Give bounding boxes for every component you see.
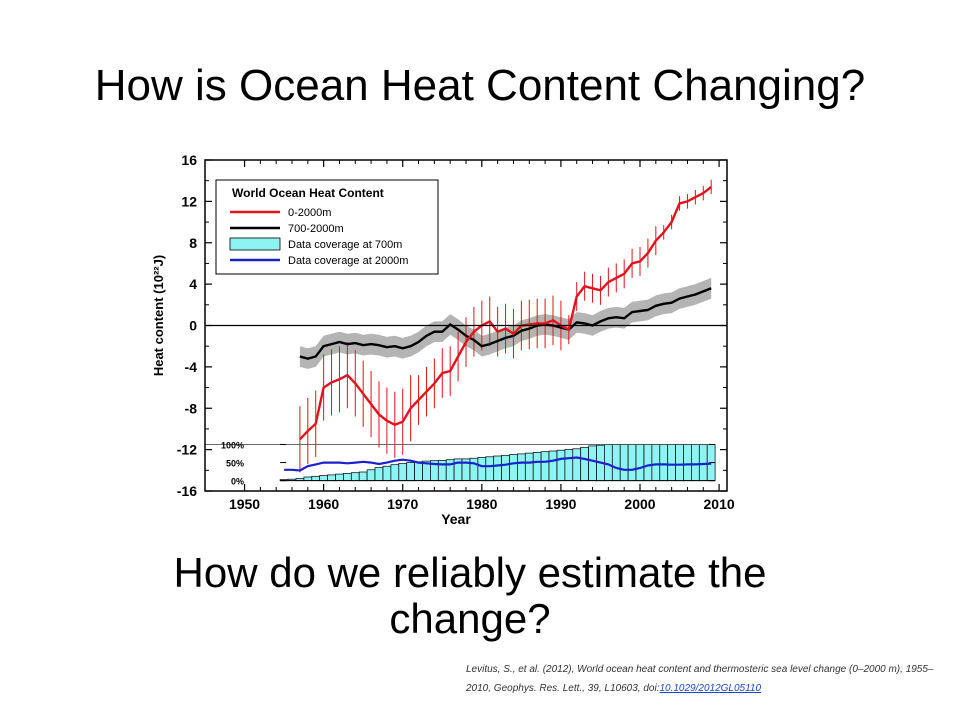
x-tick-label: 1950 bbox=[229, 496, 260, 512]
coverage-700m-bar bbox=[327, 474, 336, 482]
x-tick-label: 2010 bbox=[704, 496, 735, 512]
coverage-700m-bar bbox=[683, 444, 692, 482]
coverage-700m-bar bbox=[588, 445, 597, 482]
legend-entry-label: Data coverage at 700m bbox=[288, 239, 402, 251]
y-tick-label: -4 bbox=[185, 359, 198, 375]
y-tick-label: 16 bbox=[181, 152, 197, 168]
coverage-700m-bar bbox=[532, 452, 542, 481]
coverage-700m-bar bbox=[493, 455, 502, 481]
coverage-700m-bar bbox=[517, 453, 526, 482]
coverage-700m-bar bbox=[335, 473, 344, 481]
coverage-700m-bar bbox=[524, 452, 534, 481]
coverage-700m-bar bbox=[501, 454, 510, 481]
coverage-700m-bar bbox=[627, 444, 637, 482]
coverage-700m-bar bbox=[635, 444, 645, 482]
y-tick-label: -16 bbox=[177, 483, 197, 499]
coverage-700m-bar bbox=[698, 444, 708, 482]
coverage-700m-bar bbox=[604, 444, 613, 482]
coverage-700m-bar bbox=[343, 473, 352, 481]
doi-link[interactable]: 10.1029/2012GL05110 bbox=[659, 683, 762, 694]
coverage-700m-bar bbox=[509, 454, 518, 482]
x-tick-label: 1960 bbox=[308, 496, 339, 512]
legend-entry-label: 700-2000m bbox=[288, 223, 344, 235]
legend-entry-label: Data coverage at 2000m bbox=[288, 255, 408, 267]
coverage-axis-label: 0% bbox=[231, 477, 244, 487]
coverage-700m-bar bbox=[548, 450, 558, 482]
coverage-700m-bar bbox=[303, 476, 313, 481]
coverage-700m-bar bbox=[319, 475, 328, 482]
legend-swatch-coverage-700m bbox=[229, 237, 281, 251]
coverage-2000m-line bbox=[284, 456, 712, 472]
y-tick-label: 8 bbox=[189, 235, 197, 251]
coverage-700m-bar bbox=[556, 449, 566, 481]
y-tick-label: 4 bbox=[189, 276, 197, 292]
coverage-700m-bar bbox=[651, 444, 661, 482]
x-axis-title: Year bbox=[441, 511, 471, 527]
coverage-700m-bar bbox=[406, 462, 415, 482]
x-tick-label: 1980 bbox=[466, 496, 497, 512]
coverage-700m-bar bbox=[311, 475, 321, 481]
coverage-700m-bar bbox=[358, 471, 368, 482]
slide-subtitle: How do we reliably estimate the change? bbox=[173, 549, 767, 642]
y-axis-title: Heat content (10²²J) bbox=[151, 255, 166, 376]
coverage-700m-bar bbox=[414, 461, 423, 481]
slide-title: How is Ocean Heat Content Changing? bbox=[94, 61, 866, 110]
legend-entry-label: 0-2000m bbox=[288, 207, 331, 219]
coverage-700m-bar bbox=[691, 444, 700, 482]
coverage-700m-bar bbox=[350, 472, 360, 482]
coverage-axis-label: 100% bbox=[221, 440, 244, 450]
citation-text: Levitus, S., et al. (2012), World ocean … bbox=[466, 664, 934, 694]
coverage-700m-bar bbox=[374, 467, 384, 481]
coverage-700m-bar bbox=[643, 444, 653, 482]
coverage-700m-bar bbox=[398, 462, 408, 482]
x-tick-label: 1990 bbox=[545, 496, 576, 512]
coverage-700m-bar bbox=[619, 444, 629, 482]
coverage-700m-bar bbox=[611, 444, 621, 482]
coverage-700m-bar bbox=[675, 444, 684, 482]
coverage-700m-bar bbox=[469, 457, 479, 481]
coverage-700m-bar bbox=[366, 469, 376, 482]
series-line-0-2000m bbox=[299, 185, 712, 441]
series-line-700-2000m bbox=[299, 287, 712, 360]
y-tick-label: -12 bbox=[177, 442, 197, 458]
legend-title: World Ocean Heat Content bbox=[232, 186, 384, 200]
coverage-700m-bar bbox=[477, 457, 487, 482]
coverage-700m-bar bbox=[572, 448, 582, 482]
y-tick-label: 0 bbox=[189, 318, 197, 334]
x-tick-label: 1970 bbox=[387, 496, 418, 512]
coverage-700m-bar bbox=[540, 451, 550, 482]
x-tick-label: 2000 bbox=[624, 496, 655, 512]
coverage-axis-label: 50% bbox=[226, 459, 244, 469]
coverage-700m-bar bbox=[485, 456, 495, 482]
coverage-700m-bar bbox=[382, 465, 392, 482]
y-tick-label: -8 bbox=[185, 400, 198, 416]
coverage-700m-bar bbox=[667, 444, 676, 482]
coverage-700m-bar bbox=[659, 444, 669, 482]
coverage-700m-bar bbox=[564, 449, 574, 481]
uncertainty-band-700-2000m bbox=[299, 277, 712, 369]
citation: Levitus, S., et al. (2012), World ocean … bbox=[466, 660, 936, 698]
coverage-700m-bar bbox=[390, 464, 400, 481]
y-tick-label: 12 bbox=[181, 193, 197, 209]
coverage-700m-bar bbox=[580, 446, 589, 481]
